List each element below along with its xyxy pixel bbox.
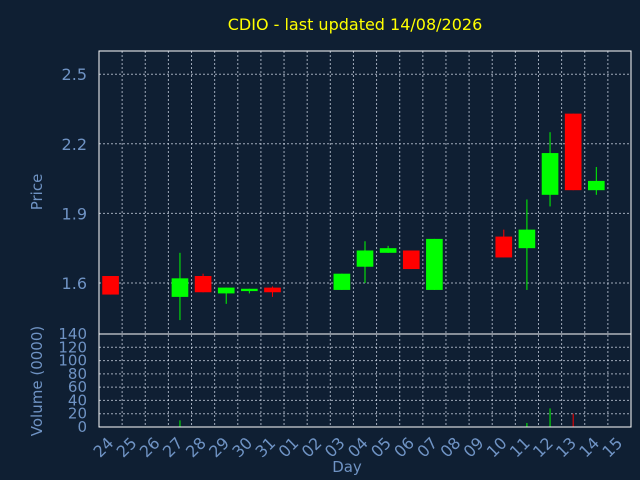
volume-tick-label: 100 [58,352,87,370]
x-axis-label: Day [332,458,362,476]
candle-body [518,229,536,249]
axes [98,50,632,428]
candle-body [241,288,258,292]
volume-panel-frame [98,333,632,428]
volume-tick-label: 40 [68,391,87,409]
volume-tick-label: 80 [68,365,87,383]
price-tick-label: 2.5 [62,65,87,84]
price-tick-label: 1.9 [62,204,87,223]
volume-tick-label: 140 [58,325,87,343]
price-tick-label: 1.6 [62,274,87,293]
candle-body [356,250,374,267]
candle-body [333,273,351,290]
chart-title: CDIO - last updated 14/08/2026 [228,15,483,34]
volume-axis-label: Volume (0000) [28,326,46,436]
candle-body [564,113,582,191]
candle-body [194,276,212,293]
day-tick-label: 15 [598,433,626,461]
candle-body [402,250,420,270]
candle-body [426,238,443,290]
candle-body [264,287,281,293]
candle-body [102,276,119,295]
volume-tick-label: 120 [58,338,87,356]
candle-body [541,153,559,195]
candle-body [379,248,397,253]
volume-tick-label: 60 [68,378,87,396]
candle-body [495,236,513,258]
y-axis-label: Price [28,174,46,211]
candle-body [171,278,189,297]
candles [102,113,605,321]
candle-body [587,180,605,191]
tick-labels: 1.61.92.22.50204060801001201402425262728… [58,65,626,461]
volume-tick-label: 0 [77,418,87,436]
volume-tick-label: 20 [68,405,87,423]
grid [99,51,631,427]
candle-body [217,287,235,294]
price-tick-label: 2.2 [62,135,87,154]
volume-bars [179,408,574,427]
